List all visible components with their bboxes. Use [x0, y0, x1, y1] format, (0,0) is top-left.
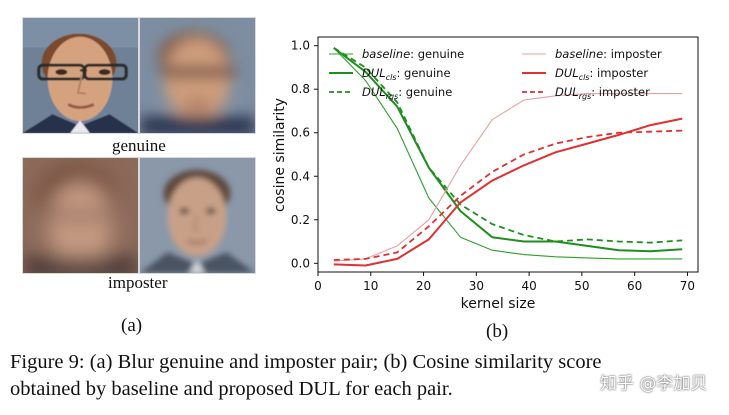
y-tick-label: 0.8	[291, 82, 310, 96]
x-tick-label: 50	[574, 279, 589, 293]
y-tick-label: 0.4	[291, 169, 310, 183]
series-line-baseline-genuine	[333, 47, 683, 260]
x-axis: 0 10 20 30 40 50 60 70	[314, 272, 695, 293]
imposter-face-blurred	[22, 157, 139, 274]
series-line-dulcls-imposter	[333, 117, 683, 267]
x-tick-label: 70	[680, 279, 695, 293]
zhihu-watermark: 知乎 @李加贝	[600, 374, 708, 394]
x-tick-label: 10	[363, 279, 378, 293]
series-line-dulrgs-imposter	[333, 129, 683, 261]
genuine-label: genuine	[112, 136, 166, 155]
x-tick-label: 60	[627, 279, 642, 293]
x-tick-label: 20	[416, 279, 431, 293]
imposter-face-sharp	[139, 157, 256, 274]
x-axis-label: kernel size	[461, 296, 536, 312]
imposter-label: imposter	[108, 273, 168, 292]
legend-entry: DULcls: genuine	[362, 66, 451, 82]
series-lines	[333, 47, 683, 267]
legend: baseline: genuine DULcls: genuine DULrgs: …	[329, 47, 662, 101]
genuine-face-sharp	[22, 17, 139, 134]
y-axis: 0.0 0.2 0.4 0.6 0.8 1.0	[291, 39, 318, 270]
caption-line-2: obtained by baseline and proposed DUL fo…	[10, 378, 453, 400]
series-line-dulcls-genuine	[333, 47, 683, 253]
y-tick-label: 0.6	[291, 126, 310, 140]
legend-entry: DULcls: imposter	[555, 66, 648, 82]
y-tick-label: 1.0	[291, 39, 310, 53]
legend-entry: DULrgs: imposter	[555, 85, 650, 101]
legend-entry: DULrgs: genuine	[362, 85, 452, 101]
panel-a-tag: (a)	[121, 315, 143, 336]
x-tick-label: 0	[314, 279, 322, 293]
panel-b-tag: (b)	[486, 321, 509, 342]
y-tick-label: 0.0	[291, 256, 310, 270]
x-tick-label: 30	[469, 279, 484, 293]
caption-line-1: Figure 9: (a) Blur genuine and imposter …	[10, 351, 602, 373]
series-line-baseline-imposter	[333, 93, 683, 262]
plot-frame	[317, 36, 699, 273]
y-axis-label: cosine similarity	[272, 98, 288, 212]
x-tick-label: 40	[521, 279, 536, 293]
legend-entry: baseline: genuine	[362, 47, 464, 61]
genuine-face-blurred	[139, 17, 256, 134]
y-tick-label: 0.2	[291, 213, 310, 227]
figure-caption: Figure 9: (a) Blur genuine and imposter …	[10, 349, 725, 403]
legend-entry: baseline: imposter	[555, 47, 662, 61]
